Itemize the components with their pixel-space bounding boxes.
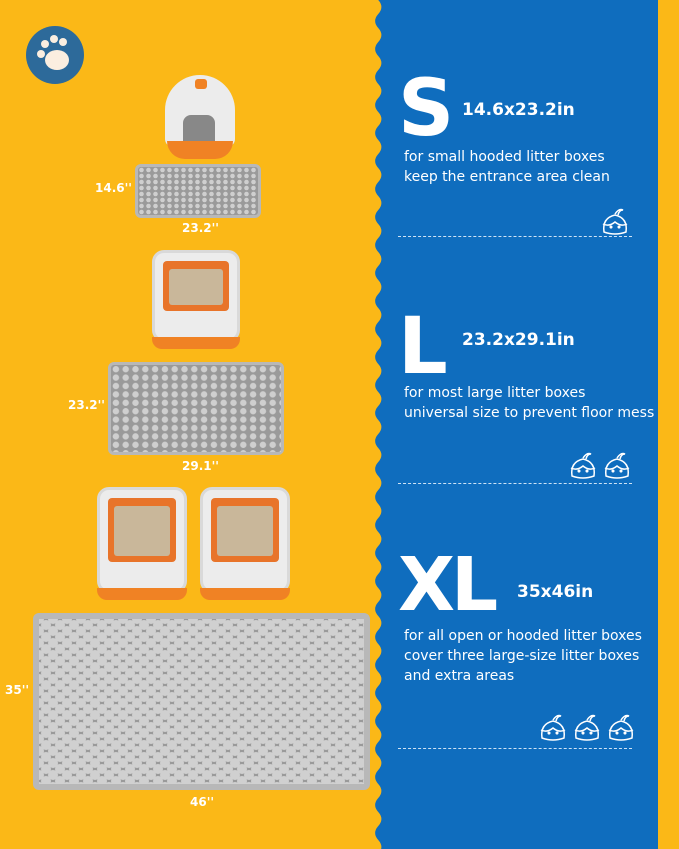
mat-small xyxy=(135,164,261,218)
cat-icon xyxy=(606,712,636,748)
desc-line: cover three large-size litter boxes xyxy=(404,648,640,664)
size-l-dimensions: 23.2x29.1in xyxy=(462,330,575,350)
open-litter-box xyxy=(152,250,240,349)
mat-large xyxy=(108,362,349,487)
large-height-label: 23.2'' xyxy=(68,398,105,412)
open-litter-box xyxy=(97,487,187,600)
desc-line: keep the entrance area clean xyxy=(404,169,610,185)
paw-badge xyxy=(26,26,84,84)
xl-width-label: 46'' xyxy=(190,795,215,809)
size-l-description: for most large litter boxes universal si… xyxy=(404,383,654,423)
blue-info-panel xyxy=(375,0,658,849)
xl-height-label: 35'' xyxy=(5,683,30,697)
desc-line: and extra areas xyxy=(404,668,515,684)
paw-icon xyxy=(37,35,69,70)
desc-line: for small hooded litter boxes xyxy=(404,149,605,165)
open-litter-box xyxy=(200,487,290,600)
size-xl-dimensions: 35x46in xyxy=(517,582,594,602)
mat-xl xyxy=(33,613,370,790)
small-width-label: 23.2'' xyxy=(182,221,219,235)
size-xl-description: for all open or hooded litter boxes cove… xyxy=(404,626,642,686)
divider xyxy=(398,483,632,484)
large-width-label: 29.1'' xyxy=(182,459,219,473)
divider xyxy=(398,748,632,749)
hooded-litter-box xyxy=(165,75,235,160)
cat-icon xyxy=(572,712,602,748)
cat-icon xyxy=(538,712,568,748)
divider xyxy=(398,236,632,237)
small-height-label: 14.6'' xyxy=(95,181,132,195)
desc-line: universal size to prevent floor mess xyxy=(404,405,655,421)
cat-icon xyxy=(602,450,632,486)
size-s-dimensions: 14.6x23.2in xyxy=(462,100,575,120)
size-letter-xl: XL xyxy=(398,542,498,628)
cat-icon xyxy=(600,206,630,242)
size-letter-l: L xyxy=(398,302,448,392)
desc-line: for all open or hooded litter boxes xyxy=(404,628,642,644)
size-s-description: for small hooded litter boxes keep the e… xyxy=(404,147,610,187)
cat-icon xyxy=(568,450,598,486)
desc-line: for most large litter boxes xyxy=(404,385,586,401)
size-letter-s: S xyxy=(398,64,454,154)
